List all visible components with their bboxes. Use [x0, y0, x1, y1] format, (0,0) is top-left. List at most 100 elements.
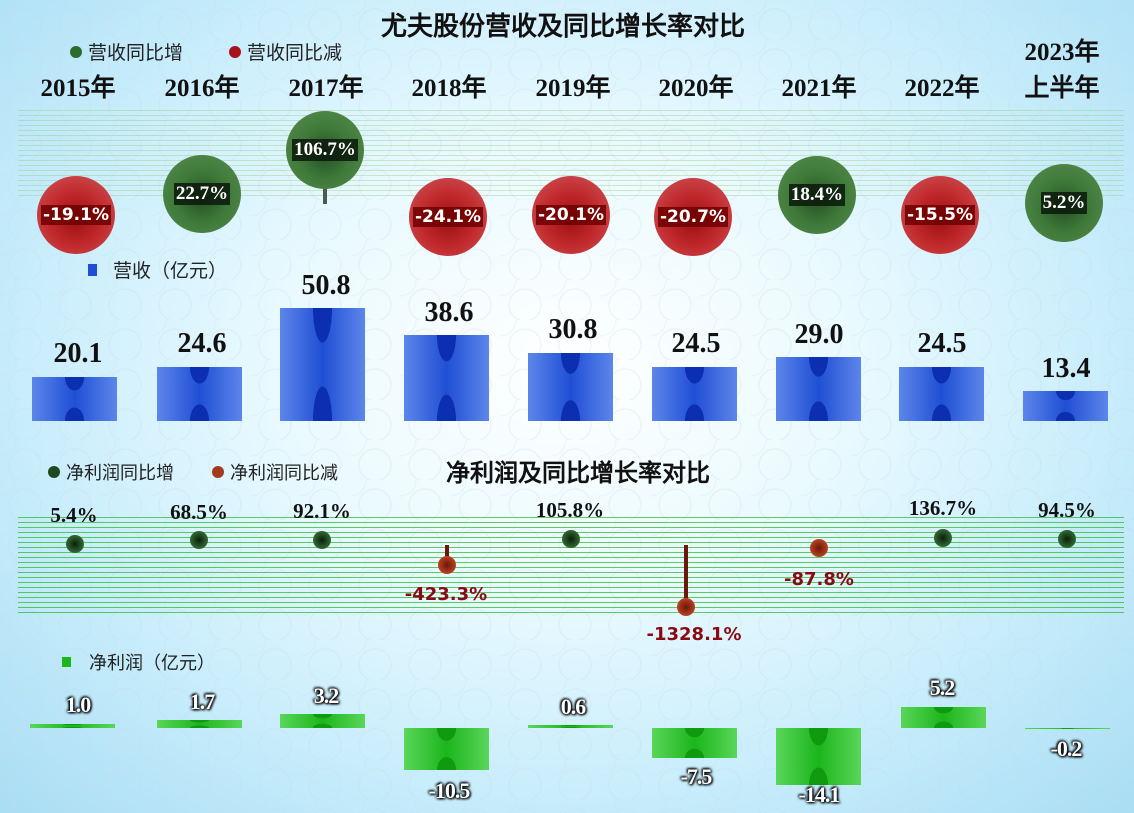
revenue-value: 38.6	[424, 297, 474, 328]
legend-revenue-up: 营收同比增	[70, 38, 183, 65]
np-growth-value: -1328.1%	[646, 624, 742, 645]
net-profit-value: 5.2	[929, 675, 956, 700]
revenue-value: 24.6	[177, 328, 227, 359]
revenue-bar	[32, 377, 117, 421]
revenue-bar	[404, 335, 489, 421]
np-growth-dot	[677, 598, 695, 616]
growth-value: 106.7%	[292, 139, 358, 161]
np-growth-value: 5.4%	[50, 503, 98, 527]
green-square-icon	[62, 657, 71, 667]
revenue-growth-bubble: 18.4%	[778, 156, 856, 234]
np-growth-stem	[684, 545, 688, 601]
year-label: 2017年	[288, 75, 364, 102]
green-dot-icon	[48, 466, 60, 478]
green-dot-icon	[70, 45, 82, 58]
np-growth-dot	[1058, 530, 1076, 548]
revenue-bar	[157, 367, 242, 421]
revenue-bar	[528, 353, 613, 421]
revenue-growth-bubble: -24.1%	[409, 178, 487, 256]
net-profit-chart-title: 净利润及同比增长率对比	[446, 458, 710, 487]
revenue-growth-bubble: 22.7%	[163, 155, 241, 233]
revenue-growth-bubble: -20.1%	[532, 176, 610, 254]
np-growth-dot	[810, 539, 828, 557]
growth-value: -20.7%	[657, 207, 729, 227]
legend-label: 净利润同比减	[230, 463, 338, 484]
np-growth-value: -423.3%	[404, 584, 488, 605]
net-profit-bar	[1025, 728, 1110, 729]
net-profit-value: 3.2	[313, 683, 340, 708]
revenue-bar	[1023, 391, 1108, 421]
red-dot-icon	[212, 466, 224, 478]
legend-label: 净利润（亿元）	[89, 653, 215, 674]
np-growth-value: 94.5%	[1038, 498, 1096, 522]
year-label: 2019年	[535, 75, 611, 102]
net-profit-value: 0.6	[560, 694, 587, 719]
np-growth-dot	[934, 529, 952, 547]
net-profit-bar	[404, 728, 489, 770]
revenue-bar	[776, 357, 861, 421]
growth-value: 5.2%	[1040, 192, 1088, 214]
revenue-chart-title: 尤夫股份营收及同比增长率对比	[381, 12, 746, 42]
legend-label: 净利润同比增	[66, 463, 174, 484]
revenue-value: 50.8	[301, 270, 351, 301]
np-growth-value: -87.8%	[784, 569, 854, 590]
revenue-value: 13.4	[1041, 353, 1091, 384]
net-profit-bar	[157, 720, 242, 728]
growth-value: -15.5%	[904, 205, 976, 225]
legend-revenue-bar: 营收（亿元）	[88, 256, 227, 283]
np-growth-dot	[438, 556, 456, 574]
np-growth-value: 105.8%	[535, 498, 605, 522]
year-label-line1: 2023年	[1024, 39, 1100, 66]
revenue-value: 29.0	[794, 319, 844, 350]
year-label: 2020年	[658, 75, 734, 102]
np-growth-dot	[313, 531, 331, 549]
revenue-value: 24.5	[671, 328, 721, 359]
net-profit-bar	[776, 728, 861, 785]
net-profit-bar	[528, 725, 613, 728]
revenue-growth-bubble: -20.7%	[654, 178, 732, 256]
year-label: 2018年	[411, 75, 487, 102]
np-growth-value: 92.1%	[293, 499, 351, 523]
growth-value: -20.1%	[535, 205, 607, 225]
legend-label: 营收（亿元）	[113, 260, 228, 282]
legend-label: 营收同比减	[247, 42, 343, 64]
revenue-bar	[652, 367, 737, 421]
legend-np-up: 净利润同比增	[48, 459, 174, 485]
net-profit-bar	[30, 724, 115, 728]
year-label: 2021年	[781, 75, 857, 102]
year-label: 2022年	[904, 75, 980, 102]
growth-value: 22.7%	[173, 183, 231, 205]
blue-square-icon	[88, 263, 97, 276]
net-profit-value: -14.1	[798, 782, 841, 807]
year-label: 2016年	[164, 75, 240, 102]
np-growth-stem	[445, 545, 449, 559]
revenue-value: 30.8	[548, 314, 598, 345]
revenue-bar	[899, 367, 984, 421]
legend-net-profit-bar: 净利润（亿元）	[62, 649, 215, 675]
growth-value: 18.4%	[788, 184, 846, 206]
growth-value: -19.1%	[40, 205, 112, 225]
year-label: 2015年	[40, 75, 116, 102]
growth-value: -24.1%	[412, 207, 484, 227]
revenue-growth-bubble: 106.7%	[286, 111, 364, 189]
red-dot-icon	[229, 45, 241, 58]
legend-np-down: 净利润同比减	[212, 459, 338, 485]
net-profit-value: 1.0	[65, 692, 92, 717]
revenue-growth-bubble: -15.5%	[901, 176, 979, 254]
net-profit-value: -7.5	[680, 764, 713, 789]
legend-label: 营收同比增	[88, 42, 184, 64]
net-profit-value: -10.5	[428, 778, 471, 803]
net-profit-bar	[652, 728, 737, 758]
year-label-line2: 上半年	[1024, 75, 1100, 102]
revenue-growth-bubble: 5.2%	[1025, 164, 1103, 242]
revenue-bar	[280, 308, 365, 421]
revenue-growth-bubble: -19.1%	[37, 176, 115, 254]
np-growth-dot	[190, 531, 208, 549]
np-growth-dot	[66, 535, 84, 553]
net-profit-value: 1.7	[189, 689, 216, 714]
revenue-value: 20.1	[53, 338, 103, 369]
np-growth-value: 136.7%	[908, 496, 978, 520]
net-profit-bar	[280, 714, 365, 728]
net-profit-value: -0.2	[1050, 736, 1083, 761]
net-profit-bar	[901, 707, 986, 728]
